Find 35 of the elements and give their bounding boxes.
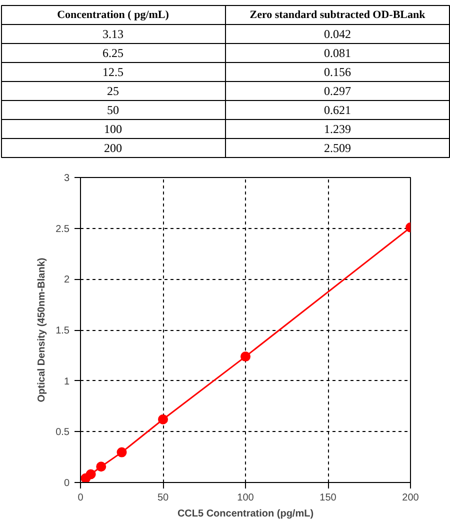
text: 2.509 — [324, 141, 351, 155]
y-tick-label: 0 — [64, 478, 70, 489]
text: Zero standard subtracted OD-BLank — [250, 9, 426, 21]
point — [158, 414, 168, 424]
y-tick-label: 2 — [64, 274, 70, 286]
text: 0.156 — [324, 65, 351, 79]
text: 0.297 — [324, 84, 351, 98]
text: 3.13 — [102, 27, 124, 41]
text: 6.25 — [102, 46, 124, 60]
y-tick-label: 2.5 — [56, 224, 70, 235]
text: 200 — [104, 141, 122, 155]
y-tick-label: 1.5 — [56, 326, 70, 336]
text: 25 — [107, 84, 119, 98]
y-tick-label: 0.5 — [56, 427, 70, 438]
text: 1.239 — [324, 122, 351, 136]
text: 0.081 — [324, 46, 351, 60]
x-axis-title: CCL5 Concentration (pg/mL) — [177, 508, 314, 520]
text: Concentration ( pg/mL) — [57, 9, 170, 21]
text: 50 — [107, 103, 119, 117]
y-axis-title: Optical Density (450nm-Blank) — [36, 258, 48, 402]
point — [96, 462, 106, 472]
text: 12.5 — [102, 65, 124, 79]
point — [116, 447, 127, 458]
text: 100 — [104, 122, 122, 136]
x-tick-label: 50 — [157, 492, 169, 504]
x-tick-label: 100 — [237, 492, 254, 504]
x-tick-label: 0 — [78, 492, 84, 504]
text: 0.621 — [324, 103, 351, 117]
x-tick-label: 150 — [320, 492, 337, 504]
y-tick-label: 1 — [64, 376, 70, 388]
y-tick-label: 3 — [64, 173, 70, 184]
x-tick-label: 200 — [402, 492, 420, 504]
point — [240, 352, 250, 362]
text: 0.042 — [324, 27, 351, 41]
point — [86, 469, 96, 480]
